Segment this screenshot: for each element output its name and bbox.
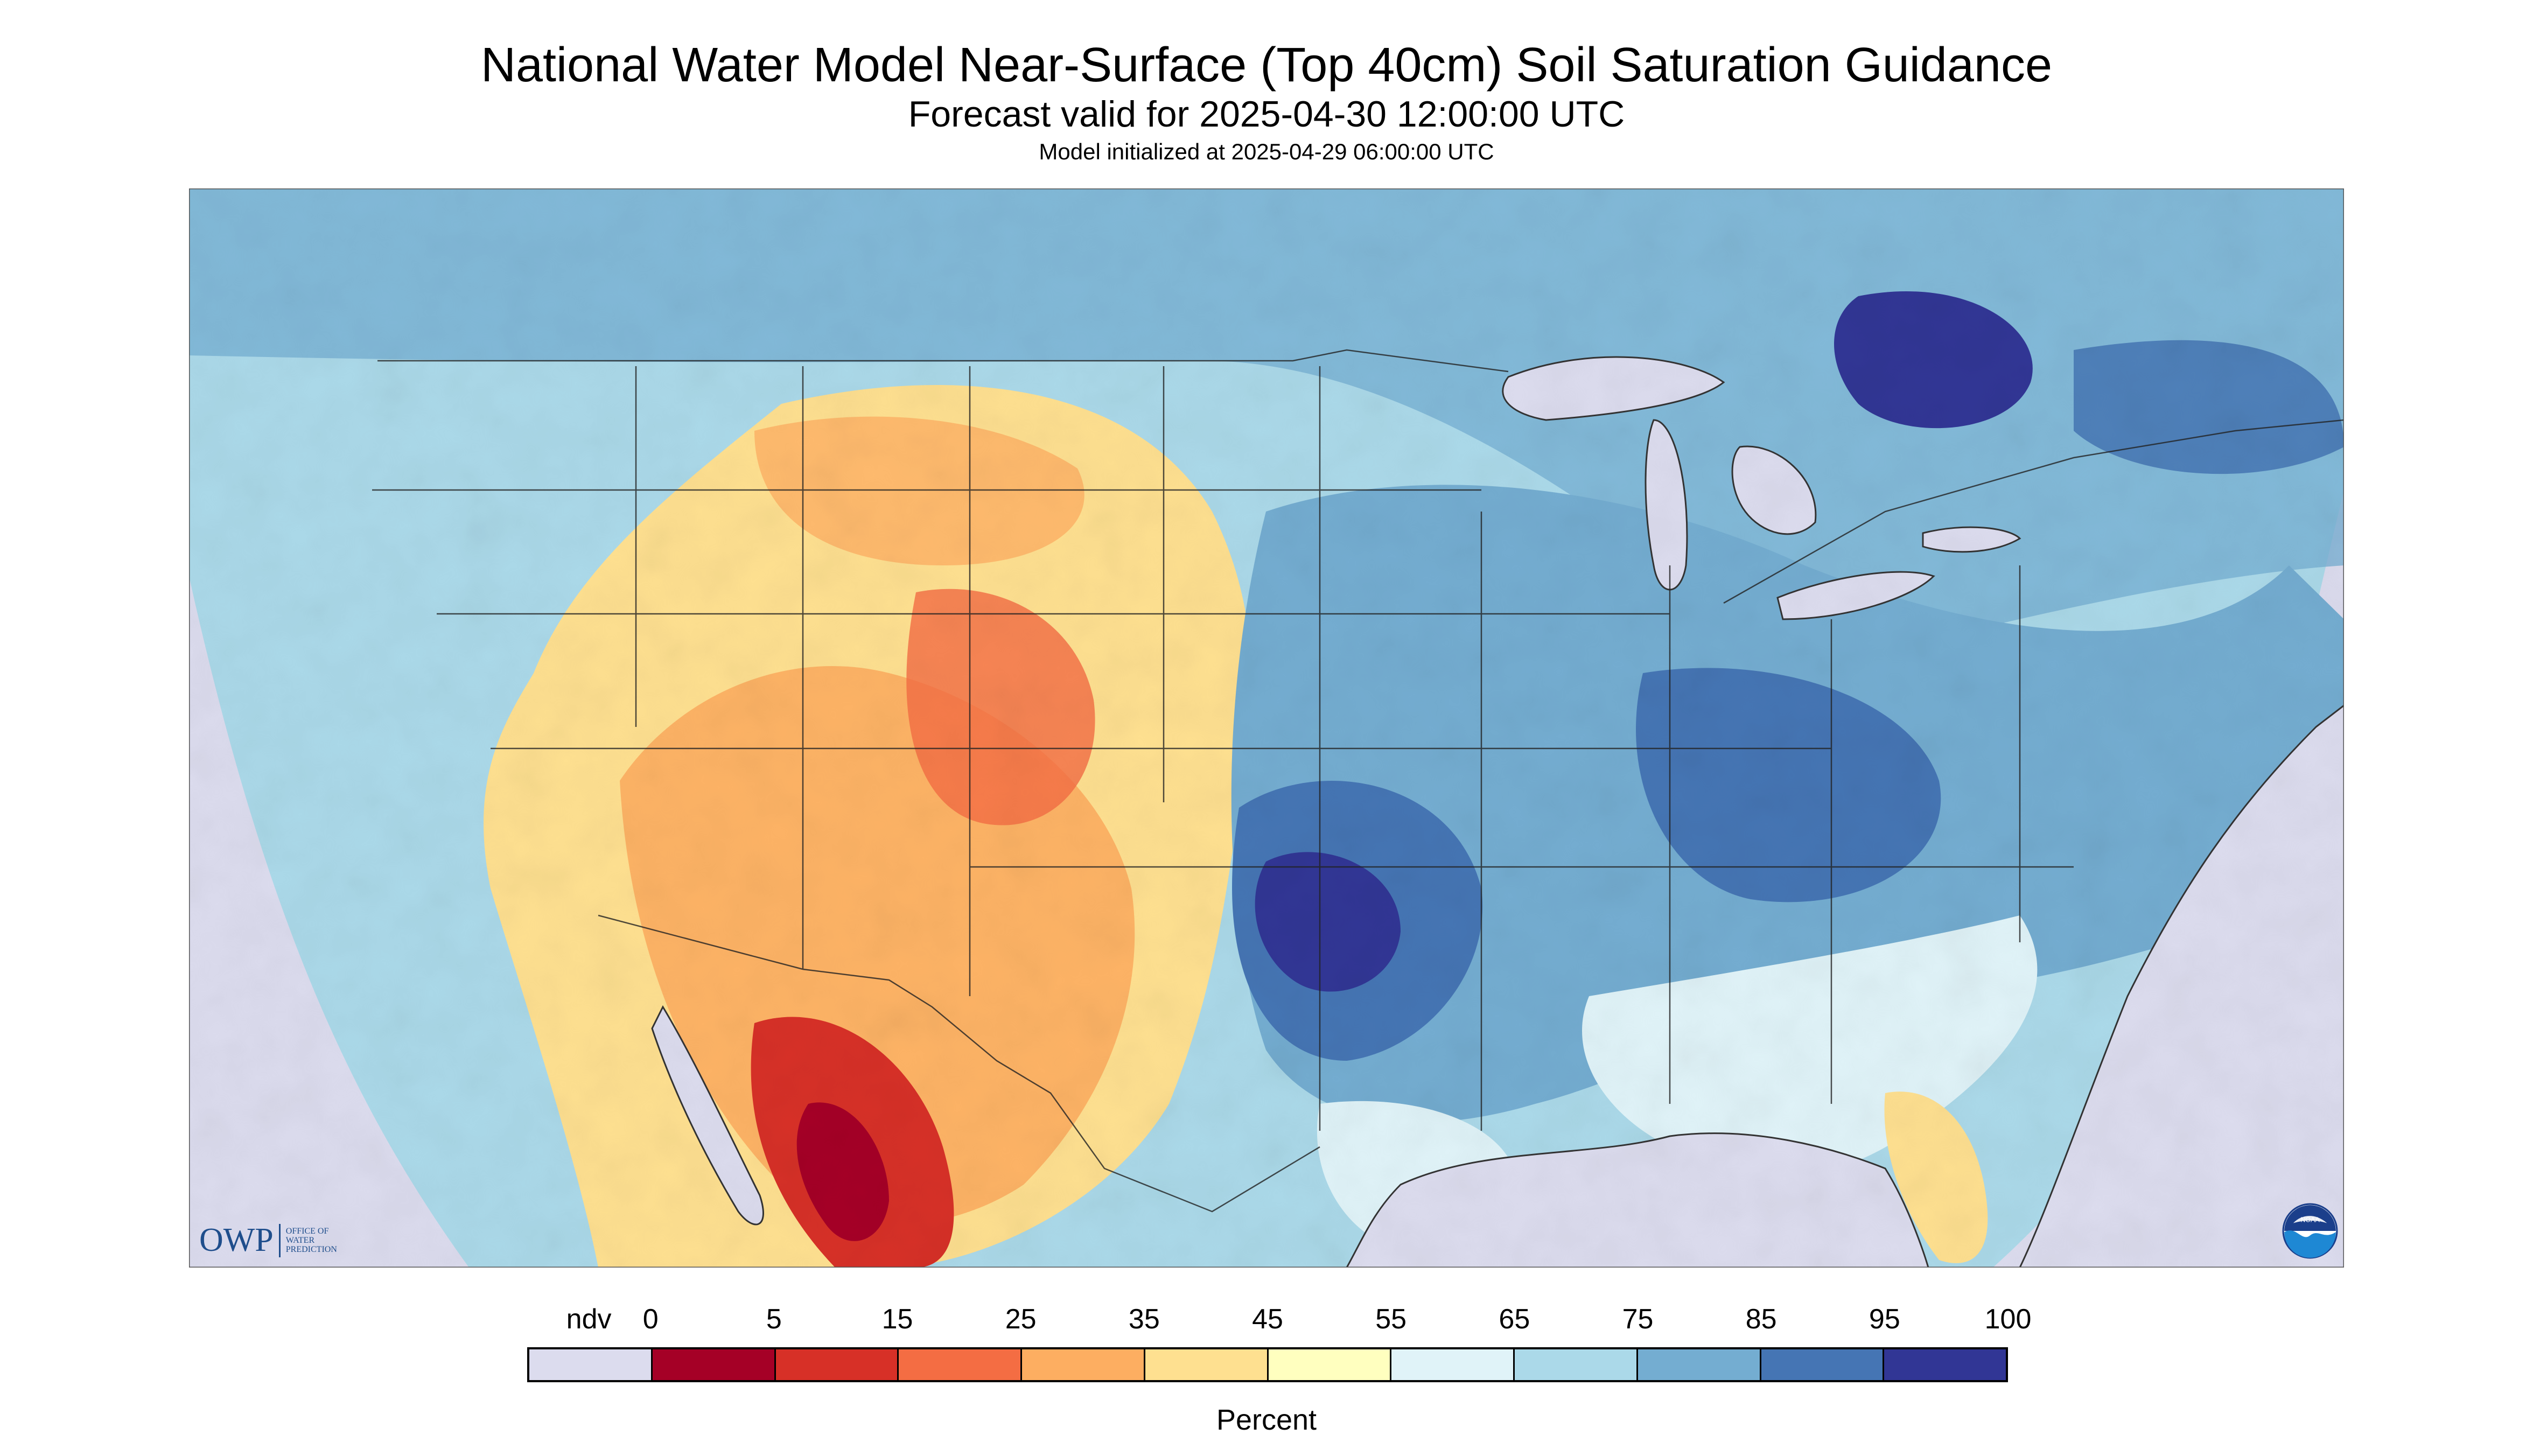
chart-title: National Water Model Near-Surface (Top 4… bbox=[480, 38, 2052, 92]
legend-swatch bbox=[1391, 1349, 1515, 1380]
noaa-logo-text: NOAA bbox=[2300, 1216, 2320, 1223]
model-init-subtitle: Model initialized at 2025-04-29 06:00:00… bbox=[1039, 139, 1494, 164]
legend-tick-label: 25 bbox=[1005, 1304, 1037, 1335]
legend-swatch bbox=[1761, 1349, 1885, 1380]
legend-colorbar bbox=[527, 1347, 2008, 1382]
noaa-logo: NOAA bbox=[2282, 1203, 2338, 1259]
legend-tick-label: 0 bbox=[642, 1304, 659, 1335]
legend-swatch bbox=[652, 1349, 776, 1380]
legend-tick-label: 100 bbox=[1984, 1304, 2032, 1335]
legend-tick-label: 45 bbox=[1252, 1304, 1283, 1335]
legend-tick-label: 15 bbox=[881, 1304, 913, 1335]
legend-swatch bbox=[1145, 1349, 1269, 1380]
legend-tick-label: 65 bbox=[1499, 1304, 1530, 1335]
legend-swatch bbox=[1268, 1349, 1392, 1380]
owp-logo-subtext: OFFICE OF WATER PREDICTION bbox=[285, 1227, 337, 1254]
data-texture bbox=[189, 188, 2344, 1268]
owp-logo-divider bbox=[278, 1223, 281, 1257]
owp-logo-text: OWP bbox=[199, 1222, 274, 1258]
legend-swatch bbox=[529, 1349, 653, 1380]
legend-swatch bbox=[1638, 1349, 1761, 1380]
legend-units: Percent bbox=[1216, 1404, 1317, 1436]
legend-swatch bbox=[1022, 1349, 1145, 1380]
legend-swatch bbox=[1515, 1349, 1638, 1380]
legend-tick-label: 75 bbox=[1622, 1304, 1654, 1335]
legend-tick-label: 95 bbox=[1869, 1304, 1900, 1335]
forecast-valid-subtitle: Forecast valid for 2025-04-30 12:00:00 U… bbox=[908, 94, 1625, 135]
legend-swatch bbox=[775, 1349, 899, 1380]
legend-tick-label: 55 bbox=[1375, 1304, 1407, 1335]
owp-logo: OWP OFFICE OF WATER PREDICTION bbox=[199, 1221, 337, 1259]
legend-tick-label: 85 bbox=[1745, 1304, 1777, 1335]
legend-tick-label: ndv bbox=[566, 1304, 612, 1335]
legend-tick-label: 35 bbox=[1128, 1304, 1160, 1335]
legend-swatch bbox=[1884, 1349, 2006, 1380]
legend-tick-label: 5 bbox=[766, 1304, 782, 1335]
legend-swatch bbox=[899, 1349, 1022, 1380]
political-boundaries bbox=[372, 349, 2344, 1213]
soil-saturation-map bbox=[189, 188, 2344, 1268]
